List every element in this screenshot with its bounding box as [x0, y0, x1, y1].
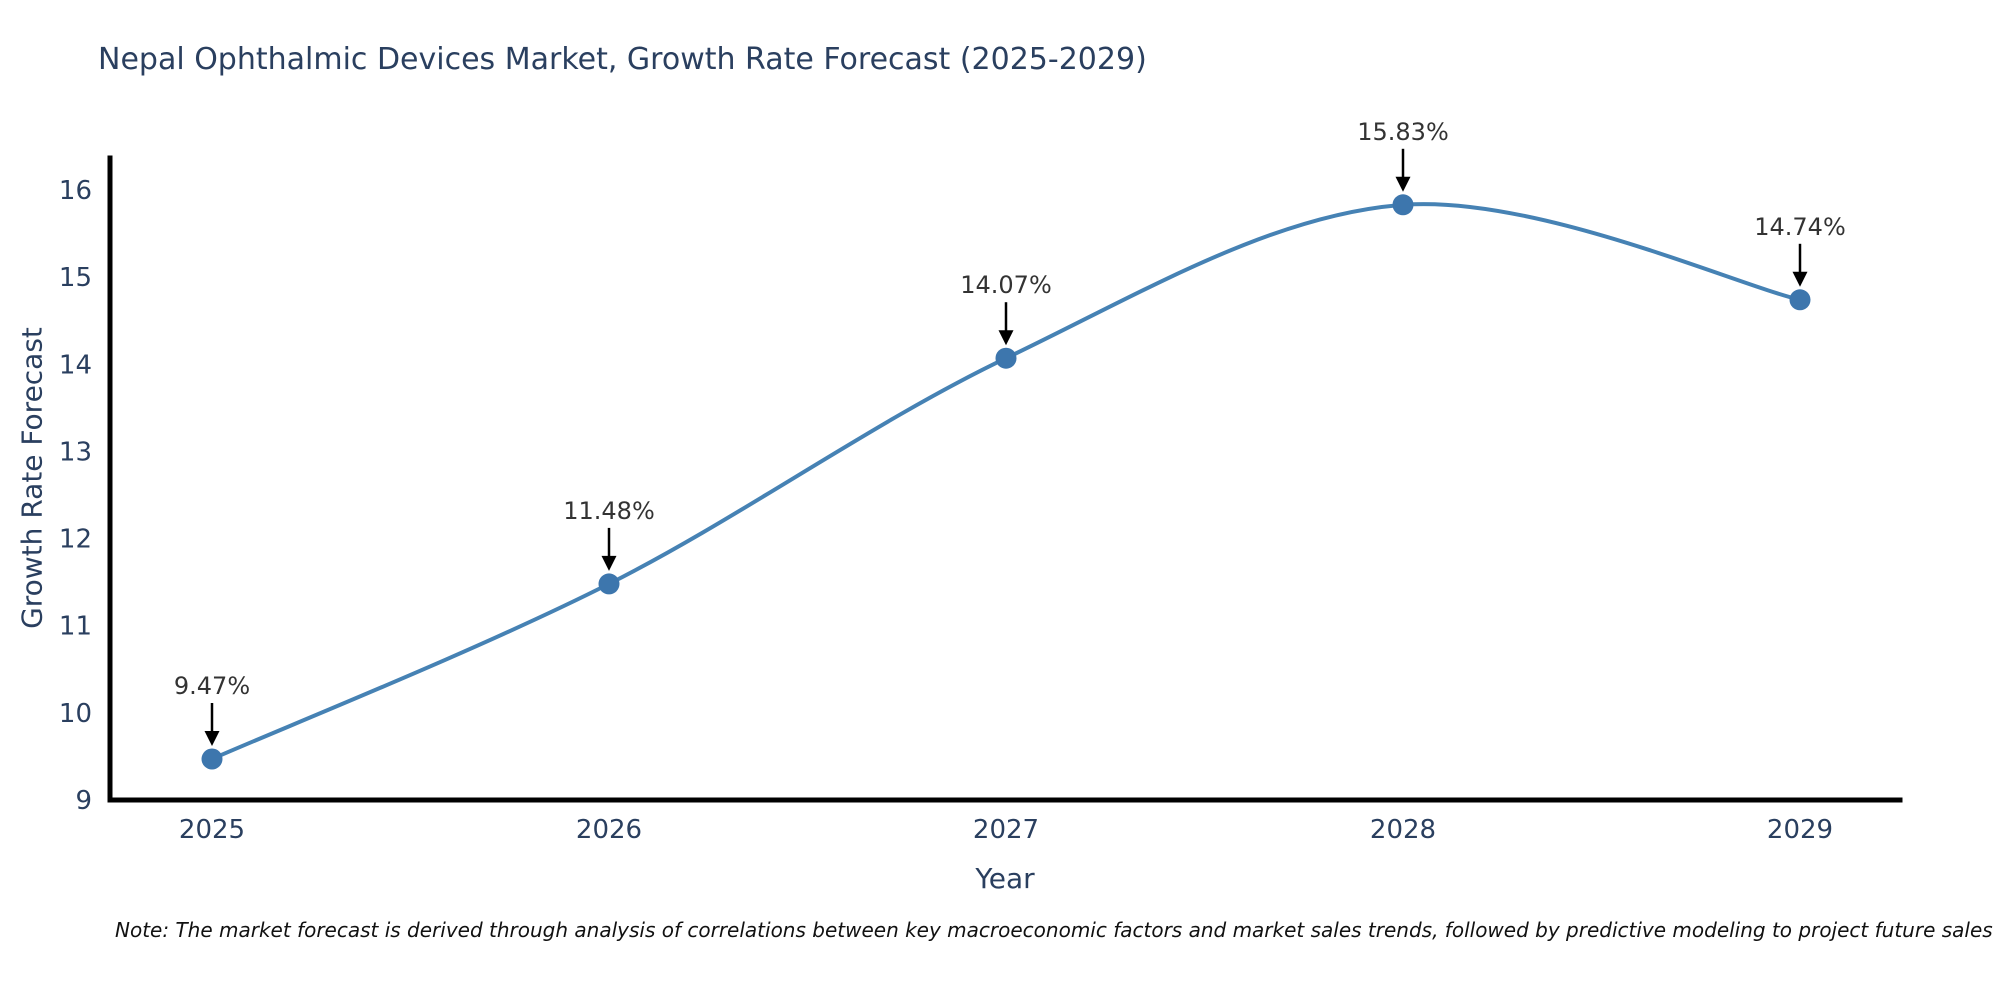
data-point-label: 11.48% [563, 497, 655, 525]
data-point-label: 9.47% [174, 672, 250, 700]
axes-spines [107, 155, 1903, 803]
y-axis-ticks-group: 9 10 11 12 13 14 15 16 [59, 176, 92, 816]
data-point-label: 14.07% [960, 271, 1052, 299]
data-point-label: 15.83% [1357, 118, 1449, 146]
data-point-marker [1392, 194, 1414, 216]
data-point-marker [995, 347, 1017, 369]
annotation-arrowhead-icon [998, 330, 1014, 346]
x-tick-label: 2027 [973, 815, 1039, 845]
x-tick-label: 2026 [576, 815, 642, 845]
y-tick-label: 11 [59, 612, 92, 642]
annotations-group: 9.47% 11.48% 14.07% 15.83% 14.74% [174, 118, 1846, 746]
annotation-arrowhead-icon [204, 731, 220, 746]
y-axis-title: Growth Rate Forecast [15, 327, 49, 629]
data-point-marker [201, 748, 223, 770]
y-tick-label: 10 [59, 699, 92, 729]
annotation-arrowhead-icon [1395, 176, 1411, 192]
x-tick-label: 2029 [1767, 815, 1833, 845]
annotation-arrowhead-icon [601, 555, 617, 571]
x-axis-ticks-group: 2025 2026 2027 2028 2029 [179, 815, 1833, 845]
x-axis-title: Year [975, 862, 1035, 895]
chart-title: Nepal Ophthalmic Devices Market, Growth … [98, 42, 1147, 77]
axes-group [107, 155, 1903, 803]
data-point-marker [1789, 289, 1811, 311]
data-point-marker [598, 573, 620, 595]
y-tick-label: 9 [75, 786, 92, 816]
data-point-label: 14.74% [1754, 213, 1846, 241]
x-tick-label: 2028 [1370, 815, 1436, 845]
y-tick-label: 13 [59, 437, 92, 467]
data-points-group [201, 194, 1811, 770]
y-tick-label: 12 [59, 525, 92, 555]
x-tick-label: 2025 [179, 815, 245, 845]
y-tick-label: 15 [59, 263, 92, 293]
footnote: Note: The market forecast is derived thr… [115, 918, 1993, 942]
y-tick-label: 14 [59, 350, 92, 380]
y-tick-label: 16 [59, 176, 92, 206]
annotation-arrowhead-icon [1792, 271, 1808, 287]
